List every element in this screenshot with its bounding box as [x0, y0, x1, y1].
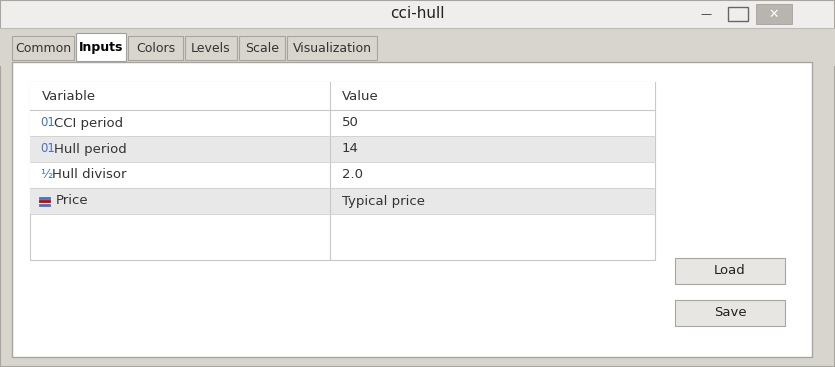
Bar: [185, 36, 237, 60]
Text: Typical price: Typical price: [342, 195, 425, 207]
Bar: [12, 36, 74, 60]
Bar: [30, 82, 655, 260]
Text: Common: Common: [15, 43, 71, 55]
Text: cci-hull: cci-hull: [390, 7, 445, 22]
Text: 50: 50: [342, 116, 359, 130]
Text: Scale: Scale: [245, 43, 279, 55]
Text: 01: 01: [40, 142, 55, 156]
Bar: [30, 188, 655, 214]
Bar: [30, 162, 655, 188]
Text: Value: Value: [342, 90, 379, 102]
Bar: [30, 136, 655, 162]
Bar: [728, 7, 748, 21]
Text: ½: ½: [40, 168, 53, 182]
Text: Save: Save: [714, 306, 746, 320]
Bar: [30, 110, 655, 136]
Bar: [30, 82, 655, 110]
Text: Visualization: Visualization: [292, 43, 372, 55]
Text: 14: 14: [342, 142, 359, 156]
Bar: [0, 0, 835, 28]
Bar: [0, 28, 835, 66]
Text: Price: Price: [56, 195, 89, 207]
Bar: [76, 33, 126, 61]
Text: CCI period: CCI period: [54, 116, 123, 130]
Text: Load: Load: [714, 265, 746, 277]
Text: Hull period: Hull period: [54, 142, 127, 156]
Bar: [12, 62, 812, 357]
Text: Levels: Levels: [191, 43, 230, 55]
Text: Hull divisor: Hull divisor: [52, 168, 126, 182]
Bar: [239, 36, 285, 60]
Text: Inputs: Inputs: [78, 41, 124, 55]
Bar: [675, 258, 785, 284]
Bar: [675, 300, 785, 326]
Bar: [128, 36, 183, 60]
Bar: [287, 36, 377, 60]
Text: —: —: [701, 9, 711, 19]
Text: Colors: Colors: [136, 43, 175, 55]
Text: ✕: ✕: [769, 7, 779, 21]
Bar: [756, 4, 792, 24]
Text: Variable: Variable: [42, 90, 96, 102]
Text: 01: 01: [40, 116, 55, 130]
Text: 2.0: 2.0: [342, 168, 363, 182]
